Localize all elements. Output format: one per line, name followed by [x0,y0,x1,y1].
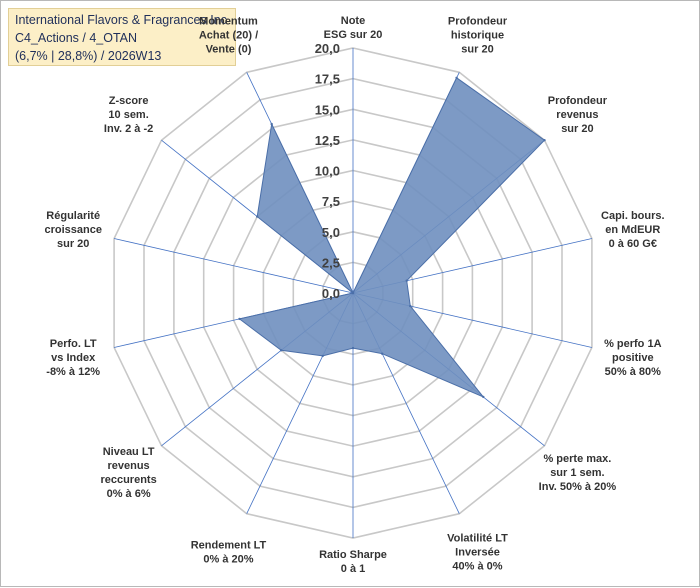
performance-summary: (6,7% | 28,8%) / 2026W13 [15,49,162,63]
axis-label-9: Niveau LT revenus reccurents 0% à 6% [100,446,156,500]
tick-label-7: 17,5 [315,72,340,87]
data-point-6 [381,352,384,355]
data-point-7 [351,346,355,350]
series-area [238,77,546,398]
axis-label-10: Perfo. LT vs Index -8% à 12% [46,338,100,378]
axis-label-3: Capi. bours. en MdEUR 0 à 60 G€ [601,210,665,250]
data-point-8 [321,354,324,358]
axis-label-11: Régularité croissance sur 20 [44,210,101,250]
portfolio-path: C4_Actions / 4_OTAN [15,31,138,45]
data-point-2 [543,139,546,142]
tick-label-5: 12,5 [315,133,340,148]
chart-title-box: International Flavors & Fragrances Inc C… [8,8,236,66]
data-point-1 [455,76,458,80]
axis-label-5: % perte max. sur 1 sem. Inv. 50% à 20% [539,453,617,493]
tick-label-2: 5,0 [322,225,340,240]
tick-label-6: 15,0 [315,102,340,117]
axis-label-8: Rendement LT 0% à 20% [191,540,267,566]
axis-label-6: Volatilité LT Inversée 40% à 0% [447,533,508,573]
company-name: International Flavors & Fragrances Inc [15,13,227,27]
axis-label-7: Ratio Sharpe 0 à 1 [319,549,387,575]
axis-spoke-11 [114,238,354,294]
data-point-13 [270,122,273,126]
tick-label-1: 2,5 [322,255,340,270]
tick-label-4: 10,0 [315,164,340,179]
data-point-4 [409,304,412,308]
axis-label-4: % perfo 1A positive 50% à 80% [604,338,662,378]
axis-label-0: Note ESG sur 20 [324,15,383,41]
data-point-11 [351,291,355,295]
axis-label-1: Profondeur historique sur 20 [448,15,508,55]
data-point-3 [405,279,408,282]
tick-label-0: 0,0 [322,286,340,301]
axis-label-12: Z-score 10 sem. Inv. 2 à -2 [104,95,153,135]
data-point-5 [482,395,485,399]
axis-label-13: Momentum Achat (20) / Vente (0) [199,15,258,55]
axis-label-2: Profondeur revenus sur 20 [548,95,608,135]
data-point-12 [256,215,259,218]
data-point-9 [280,349,283,352]
tick-label-8: 20,0 [315,41,340,56]
data-point-10 [238,317,241,321]
tick-label-3: 7,5 [322,194,340,209]
